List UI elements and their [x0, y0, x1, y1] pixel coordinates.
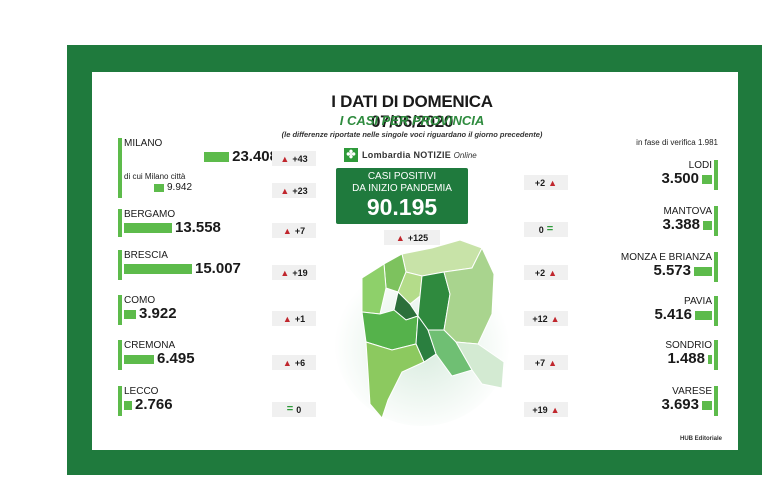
province-name: VARESE — [672, 386, 712, 397]
arrow-up-icon: ▲ — [550, 404, 560, 415]
province-value: 3.500 — [661, 170, 699, 187]
province-como: COMO 3.922 — [118, 295, 278, 325]
province-monza-brianza: MONZA E BRIANZA 5.573 — [568, 252, 718, 282]
delta-sondrio: +7 ▲ — [524, 355, 568, 370]
province-milano: MILANO 23.408 — [118, 138, 278, 172]
province-name: BERGAMO — [124, 209, 176, 220]
logo-brand: Lombardia NOTIZIE Online — [362, 150, 477, 160]
province-name: CREMONA — [124, 340, 176, 351]
delta-mantova: 0 = — [524, 222, 568, 237]
province-name: MILANO — [124, 138, 163, 149]
page-title: I DATI DI DOMENICA 07/06/2020 — [331, 92, 493, 131]
arrow-up-icon: ▲ — [280, 185, 290, 196]
map-varese — [361, 263, 387, 315]
province-brescia: BRESCIA 15.007 — [118, 250, 278, 280]
page-subtitle: I CASI PER PROVINCIA — [339, 113, 485, 128]
delta-bergamo: ▲ +7 — [272, 223, 316, 238]
province-value: 3.388 — [662, 216, 700, 233]
delta-lecco: = 0 — [272, 402, 316, 417]
arrow-up-icon: ▲ — [280, 267, 290, 278]
infographic-panel: I DATI DI DOMENICA 07/06/2020 I CASI PER… — [92, 72, 738, 450]
map-brescia — [443, 246, 495, 345]
delta-brescia: ▲ +19 — [272, 265, 316, 280]
province-value: 5.573 — [653, 262, 691, 279]
arrow-up-icon: ▲ — [548, 177, 558, 188]
province-value: 2.766 — [135, 396, 173, 413]
province-name: MONZA E BRIANZA — [620, 252, 712, 263]
arrow-up-icon: ▲ — [550, 313, 560, 324]
province-value: 9.942 — [167, 182, 193, 193]
province-cremona: CREMONA 6.495 — [118, 340, 278, 370]
map-pavia — [365, 341, 425, 419]
province-value: 5.416 — [654, 306, 692, 323]
credit-text: HUB Editoriale — [679, 436, 722, 442]
province-name: PAVIA — [684, 296, 712, 307]
delta-pavia: +12 ▲ — [524, 311, 568, 326]
province-bergamo: BERGAMO 13.558 — [118, 209, 278, 237]
province-lodi: LODI 3.500 — [568, 160, 718, 190]
province-mantova: MANTOVA 3.388 — [568, 206, 718, 236]
delta-monza: +2 ▲ — [524, 265, 568, 280]
province-name: LODI — [688, 160, 712, 171]
verification-count: in fase di verifica 1.981 — [636, 138, 718, 147]
province-value: 3.693 — [661, 396, 699, 413]
arrow-up-icon: ▲ — [282, 357, 292, 368]
arrow-up-icon: ▲ — [395, 232, 405, 243]
province-value: 13.558 — [175, 219, 221, 236]
province-name: COMO — [124, 295, 156, 306]
total-value: 90.195 — [366, 194, 438, 220]
province-name: di cui Milano città — [124, 172, 186, 181]
equal-icon: = — [546, 223, 554, 235]
arrow-up-icon: ▲ — [282, 313, 292, 324]
province-varese: VARESE 3.693 — [568, 386, 718, 416]
arrow-up-icon: ▲ — [282, 225, 292, 236]
total-label-1: CASI POSITIVI — [367, 171, 437, 182]
province-value: 23.408 — [232, 148, 278, 165]
delta-milano-city: ▲ +23 — [272, 183, 316, 198]
delta-total: ▲ +125 — [384, 230, 440, 245]
province-lecco: LECCO 2.766 — [118, 386, 278, 416]
province-milano-city: di cui Milano città 9.942 — [118, 172, 278, 198]
arrow-up-icon: ▲ — [548, 357, 558, 368]
equal-icon: = — [286, 403, 294, 415]
arrow-up-icon: ▲ — [280, 153, 290, 164]
arrow-up-icon: ▲ — [548, 267, 558, 278]
differences-note: (le differenze riportate nelle singole v… — [281, 130, 543, 139]
lombardia-notizie-logo: ✤ Lombardia NOTIZIE Online — [344, 147, 477, 163]
delta-cremona: ▲ +6 — [272, 355, 316, 370]
delta-varese: +19 ▲ — [524, 402, 568, 417]
province-value: 1.488 — [667, 350, 705, 367]
delta-milano: ▲ +43 — [272, 151, 316, 166]
province-value: 6.495 — [157, 350, 195, 367]
lombardy-map — [334, 239, 510, 426]
total-label-2: DA INIZIO PANDEMIA — [352, 183, 452, 194]
province-value: 15.007 — [195, 260, 241, 277]
province-pavia: PAVIA 5.416 — [568, 296, 718, 326]
province-name: LECCO — [124, 386, 159, 397]
province-name: MANTOVA — [663, 206, 712, 217]
delta-lodi: +2 ▲ — [524, 175, 568, 190]
total-cases-box: CASI POSITIVI DA INIZIO PANDEMIA 90.195 — [336, 168, 468, 224]
province-name: BRESCIA — [124, 250, 168, 261]
delta-como: ▲ +1 — [272, 311, 316, 326]
map-mantova — [455, 341, 505, 389]
province-name: SONDRIO — [665, 340, 712, 351]
province-sondrio: SONDRIO 1.488 — [568, 340, 718, 370]
province-value: 3.922 — [139, 305, 177, 322]
lombardia-rose-icon: ✤ — [344, 148, 358, 162]
